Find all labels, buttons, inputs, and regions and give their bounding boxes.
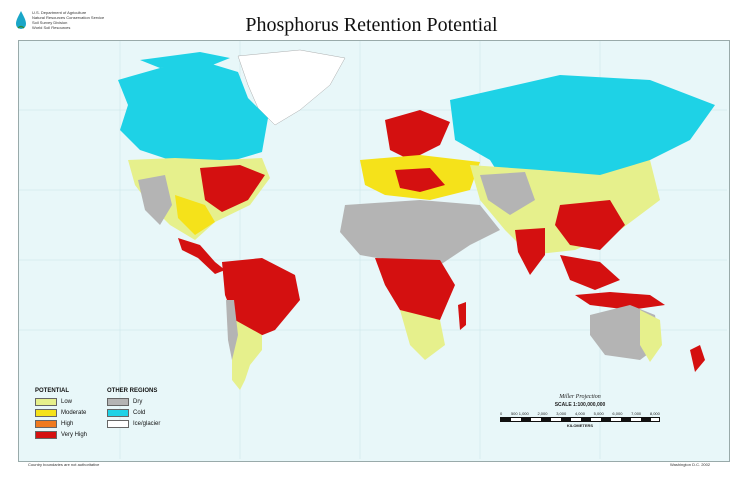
arctic-islands-cold [140, 52, 230, 68]
scale-tick: 5,000 [593, 411, 604, 416]
australia-low [640, 310, 662, 362]
legend-label: Low [61, 399, 73, 405]
agency-line: Soil Survey Division [32, 20, 68, 25]
legend-label: Ice/glacier [133, 421, 161, 427]
legend-swatch [35, 398, 57, 406]
legend-swatch [35, 431, 57, 439]
greenland-ice [237, 49, 346, 126]
north-america-dry [138, 175, 172, 225]
legend-potential-header: POTENTIAL [35, 388, 69, 394]
scale-tick: 500 1,000 [510, 411, 529, 416]
legend-label: High [61, 421, 74, 427]
scale-tick: 8,000 [649, 411, 660, 416]
new-zealand [690, 345, 705, 372]
scale-tick: 3,000 [556, 411, 567, 416]
india-very-high [515, 228, 545, 275]
legend-swatch [35, 420, 57, 428]
madagascar [458, 302, 466, 330]
indonesia-very-high [575, 292, 665, 310]
se-asia-very-high [560, 255, 620, 290]
legend-item-moderate: Moderate [35, 409, 86, 417]
scale-unit: KILOMETERS [566, 423, 594, 428]
legend-label: Very High [61, 432, 88, 438]
agency-text: U.S. Department of Agriculture Natural R… [32, 10, 104, 30]
legend-label: Dry [133, 399, 143, 405]
agency-line: World Soil Resources [32, 25, 71, 30]
agency-block: U.S. Department of Agriculture Natural R… [14, 10, 104, 32]
legend-swatch [107, 398, 129, 406]
projection-block: Miller Projection SCALE 1:100,000,000 0 … [500, 394, 660, 428]
legend-label: Moderate [61, 410, 87, 416]
scale-tick: 2,000 [537, 411, 548, 416]
agency-logo-icon [16, 11, 26, 29]
legend-swatch [107, 420, 129, 428]
scale-tick: 7,000 [631, 411, 642, 416]
south-america-dry [226, 300, 238, 360]
legend-swatch [35, 409, 57, 417]
legend-item-very-high: Very High [35, 431, 87, 439]
legend-label: Cold [133, 410, 146, 416]
legend-other-header: OTHER REGIONS [107, 388, 158, 394]
legend-item-cold: Cold [107, 409, 145, 417]
scale-ticks: 0 500 1,000 2,000 3,000 4,000 5,000 6,00… [500, 411, 660, 416]
scale-tick: 4,000 [574, 411, 585, 416]
africa-middle-east-dry [340, 200, 500, 265]
africa-very-high [375, 258, 455, 330]
scale-bar [500, 417, 660, 422]
north-america-very-high [200, 165, 265, 212]
central-america [178, 238, 225, 274]
map-title: Phosphorus Retention Potential [245, 14, 498, 36]
europe-very-high [395, 168, 445, 192]
agency-line: U.S. Department of Agriculture [32, 10, 87, 15]
scandinavia-very-high [385, 110, 450, 160]
legend-item-low: Low [35, 398, 72, 406]
central-asia-dry [480, 172, 535, 215]
footer-left-note: Country boundaries are not authoritative [28, 462, 100, 467]
north-america-moderate [175, 195, 215, 235]
scale-tick: 6,000 [612, 411, 623, 416]
legend-item-high: High [35, 420, 73, 428]
projection-name: Miller Projection [559, 394, 601, 400]
scale-tick: 0 [500, 411, 503, 416]
south-america-low [232, 320, 262, 390]
africa-low [400, 310, 445, 360]
legend-item-ice-glacier: Ice/glacier [107, 420, 160, 428]
footer-right-note: Washington D.C. 2002 [670, 462, 711, 467]
legend-item-dry: Dry [107, 398, 142, 406]
agency-line: Natural Resources Conservation Service [32, 15, 105, 20]
china-very-high [555, 200, 625, 250]
north-america-cold [118, 62, 268, 162]
legend-swatch [107, 409, 129, 417]
south-america-very-high [222, 258, 300, 338]
projection-scale: SCALE 1:100,000,000 [554, 402, 606, 408]
